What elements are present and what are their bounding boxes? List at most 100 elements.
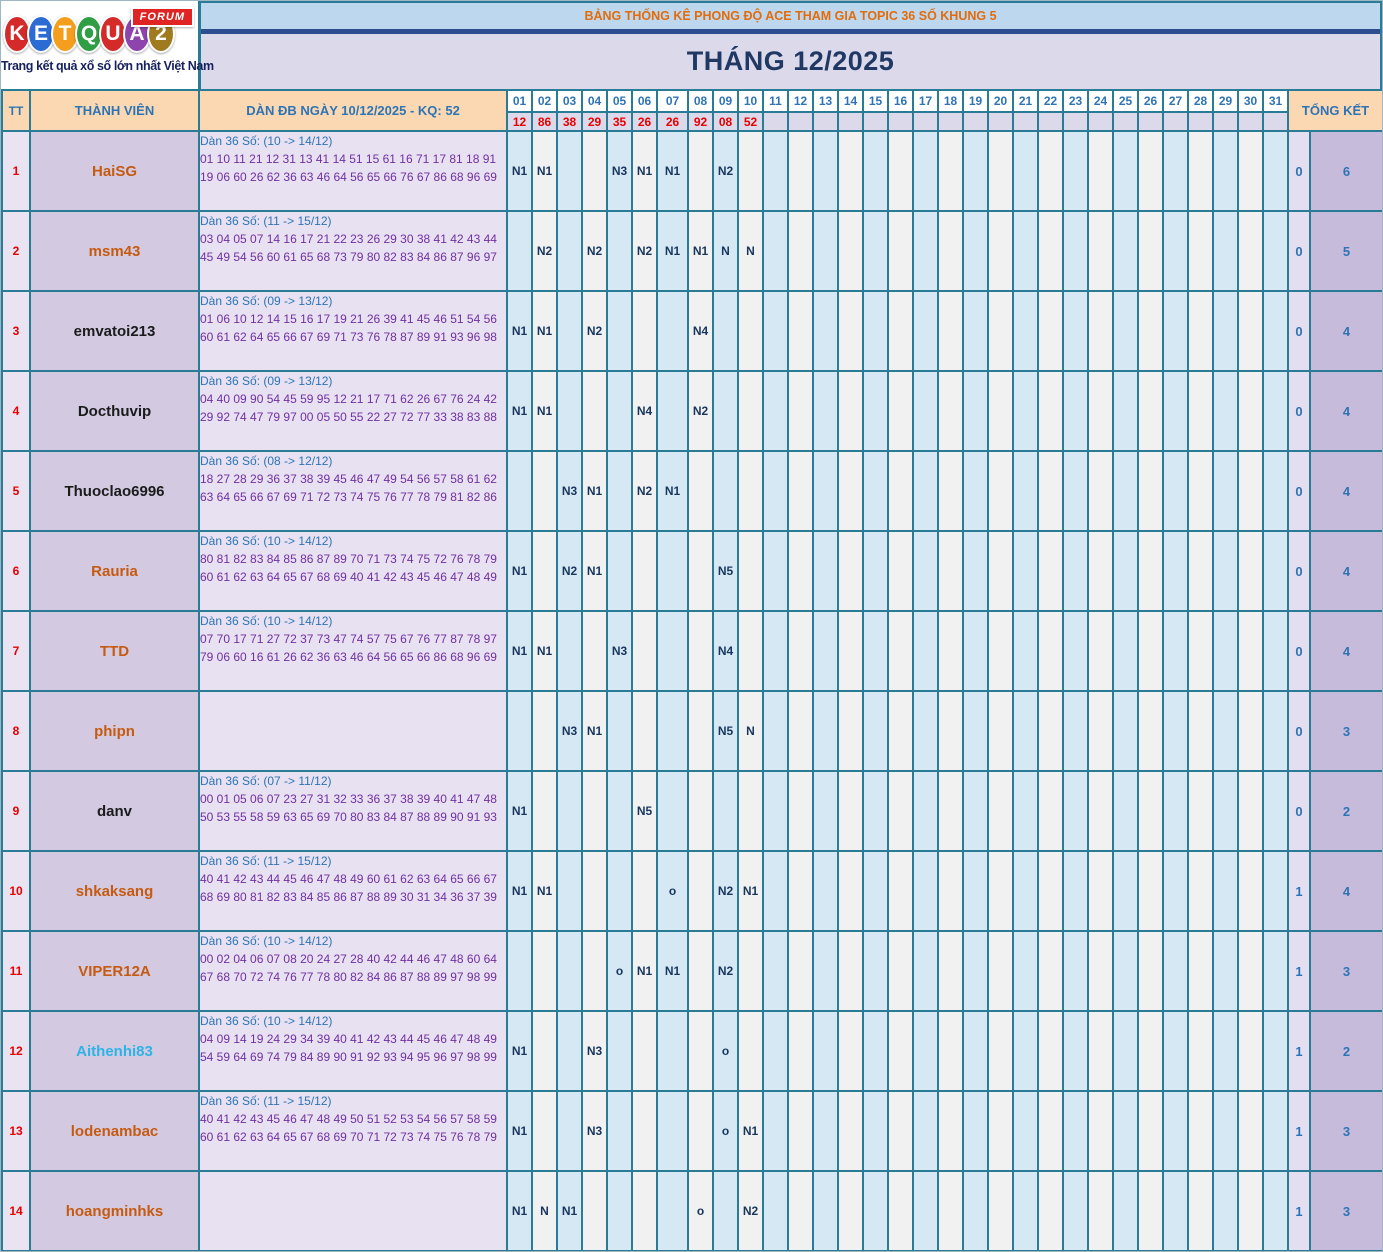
day-mark-cell (1262, 450, 1289, 532)
day-result-cell: 29 (581, 111, 608, 132)
day-mark-cell (1262, 1010, 1289, 1092)
dan-numbers-cell: Dàn 36 Số: (09 -> 13/12) 01 06 10 12 14 1… (198, 290, 508, 372)
day-result-cell (1187, 111, 1214, 132)
day-mark-cell (606, 530, 633, 612)
day-mark-cell (787, 530, 814, 612)
day-mark-cell (1212, 130, 1239, 212)
day-mark-cell: N1 (656, 930, 689, 1012)
day-mark-cell (581, 1170, 608, 1251)
total-win-cell: 4 (1308, 290, 1382, 372)
month-title: THÁNG 12/2025 (201, 34, 1380, 89)
day-mark-cell (1012, 690, 1039, 772)
day-mark-cell (1112, 690, 1139, 772)
day-mark-cell (1062, 210, 1089, 292)
day-mark-cell (937, 850, 964, 932)
day-mark-cell (862, 690, 889, 772)
total-win-cell: 4 (1308, 530, 1382, 612)
day-mark-cell (1187, 610, 1214, 692)
member-row: 11 VIPER12A Dàn 36 Số: (10 -> 14/12) 00 02 … (1, 930, 1382, 1012)
day-header-cell: 30 (1237, 89, 1264, 113)
day-mark-cell (912, 370, 939, 452)
day-mark-cell (1087, 130, 1114, 212)
day-result-cell (1262, 111, 1289, 132)
day-mark-cell (962, 690, 989, 772)
day-mark-cell (1037, 530, 1064, 612)
member-name-cell: danv (29, 770, 200, 852)
day-mark-cell (1262, 850, 1289, 932)
day-mark-cell (1112, 850, 1139, 932)
day-mark-cell (1237, 530, 1264, 612)
day-mark-cell (581, 370, 608, 452)
day-mark-cell (812, 610, 839, 692)
day-header-cell: 14 (837, 89, 864, 113)
total-win-cell: 4 (1308, 610, 1382, 692)
day-header-cell: 07 (656, 89, 689, 113)
day-mark-cell (1012, 370, 1039, 452)
row-number-cell: 9 (1, 770, 31, 852)
day-mark-cell (812, 850, 839, 932)
day-mark-cell: N1 (506, 130, 533, 212)
row-number-cell: 10 (1, 850, 31, 932)
day-result-cell (912, 111, 939, 132)
member-row: 6 Rauria Dàn 36 Số: (10 -> 14/12) 80 81 82 … (1, 530, 1382, 612)
member-row: 14 hoangminhks N1 N N1 o N2 1 3 (1, 1170, 1382, 1251)
day-mark-cell (1162, 290, 1189, 372)
day-header-cell: 03 (556, 89, 583, 113)
day-mark-cell (787, 770, 814, 852)
day-mark-cell (762, 1010, 789, 1092)
day-mark-cell (837, 530, 864, 612)
day-result-cell: 26 (631, 111, 658, 132)
day-mark-cell (556, 850, 583, 932)
day-mark-cell (737, 610, 764, 692)
day-mark-cell: N1 (506, 1010, 533, 1092)
col-header-total: TỔNG KẾT (1286, 89, 1382, 132)
day-mark-cell (581, 610, 608, 692)
day-mark-cell (1187, 450, 1214, 532)
day-mark-cell (712, 290, 739, 372)
day-mark-cell (606, 290, 633, 372)
day-mark-cell (837, 1090, 864, 1172)
day-mark-cell: N1 (631, 930, 658, 1012)
day-mark-cell (762, 1170, 789, 1251)
day-mark-cell: N1 (556, 1170, 583, 1251)
day-mark-cell (987, 690, 1014, 772)
day-mark-cell (656, 370, 689, 452)
day-mark-cell (862, 1010, 889, 1092)
day-mark-cell: N2 (737, 1170, 764, 1251)
day-mark-cell (656, 530, 689, 612)
day-mark-cell: o (687, 1170, 714, 1251)
day-mark-cell (787, 610, 814, 692)
day-result-cell (987, 111, 1014, 132)
day-mark-cell (631, 1090, 658, 1172)
day-mark-cell (1012, 530, 1039, 612)
day-result-cell (787, 111, 814, 132)
day-mark-cell (712, 370, 739, 452)
day-mark-cell (1062, 530, 1089, 612)
day-mark-cell: N1 (581, 530, 608, 612)
day-mark-cell (1137, 1090, 1164, 1172)
total-win-cell: 3 (1308, 1090, 1382, 1172)
dan-number-list: 00 02 04 06 07 08 20 24 27 28 40 42 44 4… (200, 952, 497, 984)
day-mark-cell (962, 770, 989, 852)
day-mark-cell (837, 610, 864, 692)
dan-number-list: 40 41 42 43 45 46 47 48 49 50 51 52 53 5… (200, 1112, 497, 1144)
day-header-cell: 26 (1137, 89, 1164, 113)
dan-range-label: Dàn 36 Số: (11 -> 15/12) (200, 214, 332, 228)
day-mark-cell: N3 (606, 610, 633, 692)
dan-number-list: 40 41 42 43 44 45 46 47 48 49 60 61 62 6… (200, 872, 497, 904)
day-mark-cell: N2 (631, 450, 658, 532)
day-mark-cell (962, 370, 989, 452)
day-mark-cell (812, 290, 839, 372)
day-mark-cell (606, 850, 633, 932)
day-mark-cell (712, 770, 739, 852)
day-mark-cell (762, 290, 789, 372)
day-mark-cell (1112, 1170, 1139, 1251)
day-mark-cell (1137, 1170, 1164, 1251)
day-mark-cell (812, 770, 839, 852)
day-mark-cell (606, 210, 633, 292)
day-mark-cell (962, 930, 989, 1012)
logo-letters: K E T Q U A 2 FORUM (1, 7, 198, 57)
dan-range-label: Dàn 36 Số: (09 -> 13/12) (200, 374, 333, 388)
dan-numbers-cell: Dàn 36 Số: (10 -> 14/12) 04 09 14 19 24 2… (198, 1010, 508, 1092)
day-mark-cell (762, 370, 789, 452)
